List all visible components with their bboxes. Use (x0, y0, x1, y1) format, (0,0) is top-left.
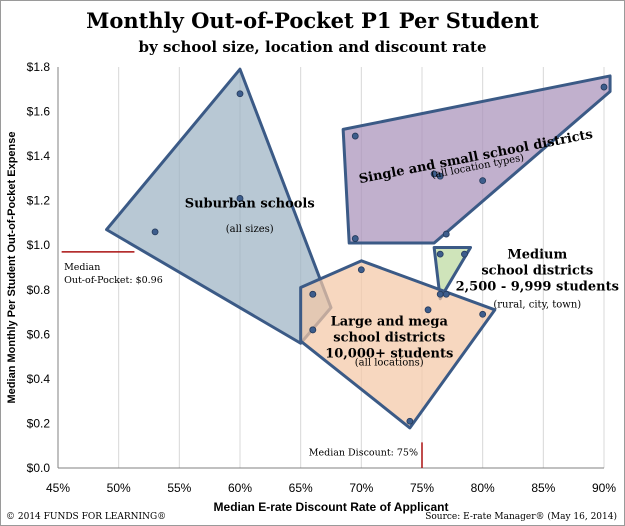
copyright-note: © 2014 FUNDS FOR LEARNING® (6, 512, 167, 522)
data-point (309, 290, 317, 298)
data-points (151, 83, 608, 425)
y-tick-label: $1.2 (27, 194, 51, 208)
group-sublabel: (all locations) (355, 358, 424, 369)
group-regions (105, 67, 612, 430)
data-point (442, 230, 450, 238)
source-note: Source: E-rate Manager® (May 16, 2014) (425, 512, 617, 522)
y-axis-title: Median Monthly Per Student Out-of-Pocket… (6, 132, 18, 404)
data-point (351, 235, 359, 242)
chart-title: Monthly Out-of-Pocket P1 Per Student (86, 8, 539, 33)
y-tick-label: $1.0 (27, 238, 51, 252)
x-tick-label: 45% (46, 481, 70, 495)
data-point (479, 310, 487, 318)
y-tick-label: $0.8 (27, 283, 51, 297)
x-tick-label: 75% (410, 481, 434, 495)
x-tick-label: 65% (289, 481, 313, 495)
group-label-line: Medium (507, 248, 567, 263)
group-sublabel: (all sizes) (226, 224, 274, 235)
y-tick-label: $0.6 (27, 327, 51, 341)
data-point (461, 250, 468, 258)
group-label-line: school districts (481, 264, 593, 279)
median-oop-label: Out-of-Pocket: $0.96 (64, 275, 163, 286)
x-tick-label: 80% (471, 481, 495, 495)
data-point (479, 177, 487, 185)
group-label-line: Suburban schools (185, 196, 315, 211)
data-point (236, 90, 244, 98)
group-region (299, 259, 497, 430)
data-point (600, 83, 608, 91)
group-label: Suburban schools (all sizes) (185, 196, 315, 235)
group-label-line: Large and mega (331, 314, 449, 329)
reference-lines: Median Out-of-Pocket: $0.96 Median Discoun… (61, 251, 423, 468)
median-discount-label: Median Discount: 75% (309, 448, 418, 459)
y-tick-label: $0.4 (27, 372, 51, 386)
group-region (432, 245, 473, 301)
data-point (424, 306, 432, 314)
group-region (341, 74, 612, 245)
data-point (406, 417, 414, 425)
x-tick-label: 85% (531, 481, 555, 495)
group-label-line: 10,000+ students (325, 346, 453, 361)
y-tick-label: $1.4 (27, 149, 51, 163)
group-region (105, 67, 333, 345)
group-sublabel: (rural, city, town) (493, 300, 581, 311)
group-label-line: 2,500 - 9,999 students (456, 280, 619, 295)
data-point (236, 195, 244, 202)
data-point (442, 290, 450, 298)
median-oop-label: Median (64, 262, 100, 273)
group-label-line: school districts (333, 330, 445, 345)
x-tick-label: 50% (107, 481, 131, 495)
y-tick-label: $1.8 (27, 60, 51, 74)
x-tick-label: 70% (349, 481, 373, 495)
data-point (309, 326, 317, 334)
data-point (430, 170, 438, 178)
x-tick-label: 90% (592, 481, 616, 495)
y-tick-label: $0.0 (27, 461, 51, 475)
y-tick-label: $0.2 (27, 416, 51, 430)
y-tick-label: $1.6 (27, 105, 51, 119)
data-point (436, 290, 444, 298)
x-tick-label: 60% (228, 481, 252, 495)
x-axis-title: Median E-rate Discount Rate of Applicant (214, 500, 449, 514)
chart-subtitle: by school size, location and discount ra… (138, 38, 487, 56)
data-point (351, 132, 359, 140)
data-point (151, 228, 159, 236)
data-point (436, 172, 444, 180)
data-point (357, 266, 365, 274)
axes: 45% 50% 55% 60% 65% 70% 75% 80% 85% 90% $0.0 $0.2 $0… (6, 60, 616, 514)
data-point (436, 250, 444, 258)
x-tick-label: 55% (167, 481, 191, 495)
